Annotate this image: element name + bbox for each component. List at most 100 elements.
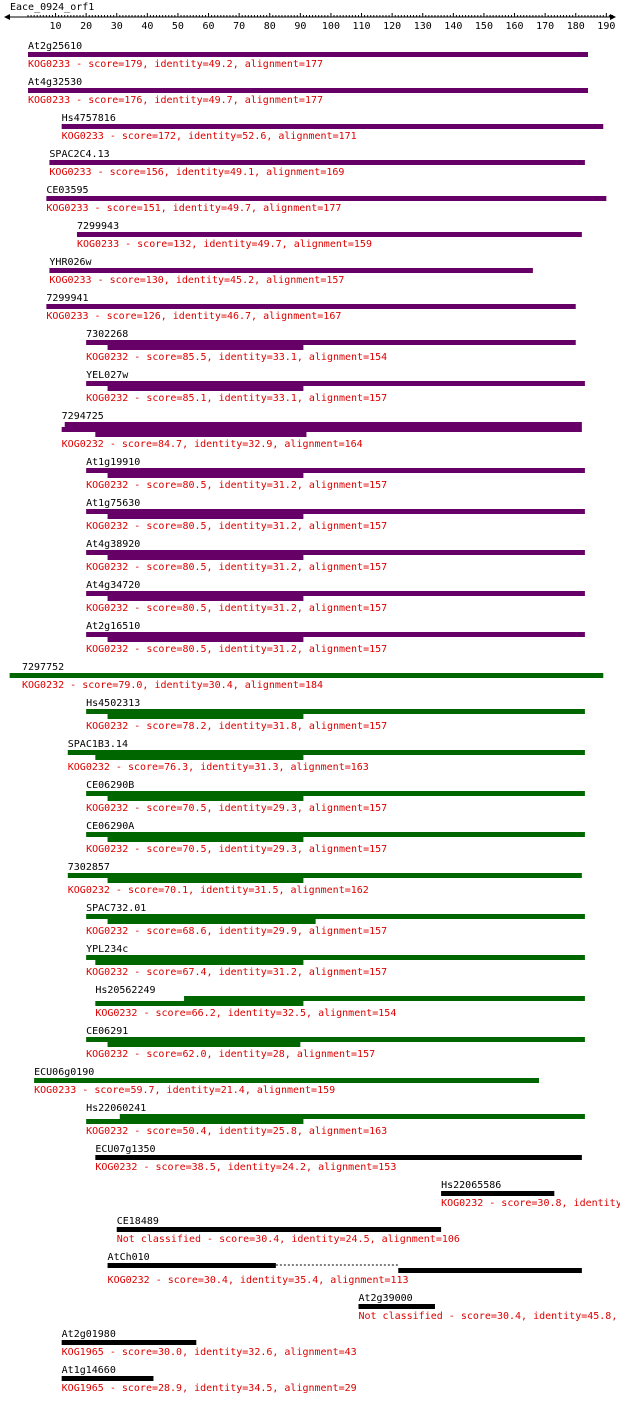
hit-bar[interactable] [107,1042,301,1047]
axis-tick-label: 40 [141,21,153,32]
hit-bar[interactable] [119,1114,585,1119]
hit-bar[interactable] [398,1268,582,1273]
hit-bar[interactable] [441,1191,555,1196]
hit-bar[interactable] [86,550,585,555]
hit-bar[interactable] [107,837,304,842]
hit-bar[interactable] [95,1155,582,1160]
hit-name[interactable]: 7302268 [86,329,128,340]
hit-name[interactable]: At2g25610 [28,41,82,52]
hit-bar[interactable] [86,340,576,345]
hit-bar[interactable] [64,422,582,427]
hit-name[interactable]: At2g01980 [62,1329,116,1340]
hit-bar[interactable] [107,514,304,519]
hit-bar[interactable] [95,432,307,437]
hit-name[interactable]: YHR026w [49,257,92,268]
hit-bar[interactable] [86,1119,304,1124]
hit-bar[interactable] [61,1376,154,1381]
hit-name[interactable]: At4g34720 [86,580,140,591]
hit-description: KOG0232 - score=84.7, identity=32.9, ali… [62,439,363,450]
hit-bar[interactable] [86,914,585,919]
hit-bar[interactable] [95,960,304,965]
hit-bar[interactable] [49,160,585,165]
hit-name[interactable]: Hs22060241 [86,1103,146,1114]
hit-bar[interactable] [86,381,585,386]
hit-bar[interactable] [67,750,585,755]
hit-bar[interactable] [86,1037,585,1042]
hit-bar[interactable] [184,996,585,1001]
hit-name[interactable]: CE06290B [86,780,134,791]
hit-name[interactable]: At1g75630 [86,498,140,509]
hit-bar[interactable] [116,1227,442,1232]
hit-bar[interactable] [107,919,316,924]
hit-name[interactable]: 7297752 [22,662,64,673]
hit-bar[interactable] [86,709,585,714]
hit-name[interactable]: Hs20562249 [95,985,155,996]
hit-bar[interactable] [86,791,585,796]
hit-bar[interactable] [49,268,533,273]
hit-name[interactable]: At2g16510 [86,621,140,632]
hit-bar[interactable] [86,468,585,473]
hit-name[interactable]: SPAC2C4.13 [49,149,109,160]
hit-bar[interactable] [86,509,585,514]
hit-name[interactable]: CE03595 [46,185,88,196]
hit-name[interactable]: At4g32530 [28,77,82,88]
hit-name[interactable]: At1g19910 [86,457,140,468]
hit-name[interactable]: 7302857 [68,862,110,873]
hit-name[interactable]: CE18489 [117,1216,159,1227]
hit-bar[interactable] [107,386,304,391]
hit-bar[interactable] [46,304,576,309]
hit-name[interactable]: At1g14660 [62,1365,116,1376]
hit-bar[interactable] [46,196,607,201]
hit-bar[interactable] [107,796,304,801]
hit-description: KOG0232 - score=70.1, identity=31.5, ali… [68,885,369,896]
hit-bar[interactable] [86,632,585,637]
hit-bar[interactable] [107,1263,276,1268]
hit-bar[interactable] [28,52,588,57]
hit-name[interactable]: 7299941 [46,293,88,304]
hit-bar[interactable] [107,596,304,601]
hit-row: CE06291 KOG0232 - score=62.0, identity=28… [86,1026,585,1060]
hit-name[interactable]: At4g38920 [86,539,140,550]
hit-bar[interactable] [107,555,304,560]
hit-name[interactable]: YPL234c [86,944,128,955]
hit-name[interactable]: CE06291 [86,1026,128,1037]
hit-name[interactable]: ECU07g1350 [95,1144,155,1155]
hit-bar[interactable] [28,88,588,93]
hit-name[interactable]: SPAC1B3.14 [68,739,128,750]
hit-name[interactable]: AtCh010 [108,1252,150,1263]
axis-tick-label: 60 [203,21,215,32]
hit-bar[interactable] [61,427,582,432]
hit-bar[interactable] [67,873,582,878]
hit-bar[interactable] [34,1078,540,1083]
hit-bar[interactable] [95,755,304,760]
hit-bar[interactable] [86,591,585,596]
hit-name[interactable]: ECU06g0190 [34,1067,94,1078]
hit-name[interactable]: CE06290A [86,821,134,832]
hit-row: CE03595 KOG0233 - score=151, identity=49.… [46,185,607,214]
hit-name[interactable]: 7299943 [77,221,119,232]
hit-name[interactable]: Hs4757816 [62,113,116,124]
hit-description: KOG0232 - score=79.0, identity=30.4, ali… [22,680,323,691]
hit-name[interactable]: 7294725 [62,411,104,422]
hit-bar[interactable] [107,878,304,883]
hit-bar[interactable] [107,473,304,478]
hit-name[interactable]: Hs22065586 [441,1180,501,1191]
hit-bar[interactable] [86,955,585,960]
hit-bar[interactable] [76,232,582,237]
hit-bar[interactable] [61,124,604,129]
hit-bar[interactable] [358,1304,435,1309]
hit-name[interactable]: YEL027w [86,370,129,381]
hit-name[interactable]: Hs4502313 [86,698,140,709]
hit-bar[interactable] [9,673,604,678]
hit-bar[interactable] [107,345,304,350]
hit-description: KOG0232 - score=78.2, identity=31.8, ali… [86,721,387,732]
hit-bar[interactable] [86,832,585,837]
hit-row: SPAC1B3.14 KOG0232 - score=76.3, identity… [67,739,585,773]
hit-name[interactable]: SPAC732.01 [86,903,146,914]
hit-bar[interactable] [61,1340,197,1345]
hit-bar[interactable] [107,714,304,719]
hit-description: KOG0232 - score=76.3, identity=31.3, ali… [68,762,369,773]
hit-name[interactable]: At2g39000 [358,1293,412,1304]
hit-bar[interactable] [107,637,304,642]
hit-bar[interactable] [95,1001,304,1006]
